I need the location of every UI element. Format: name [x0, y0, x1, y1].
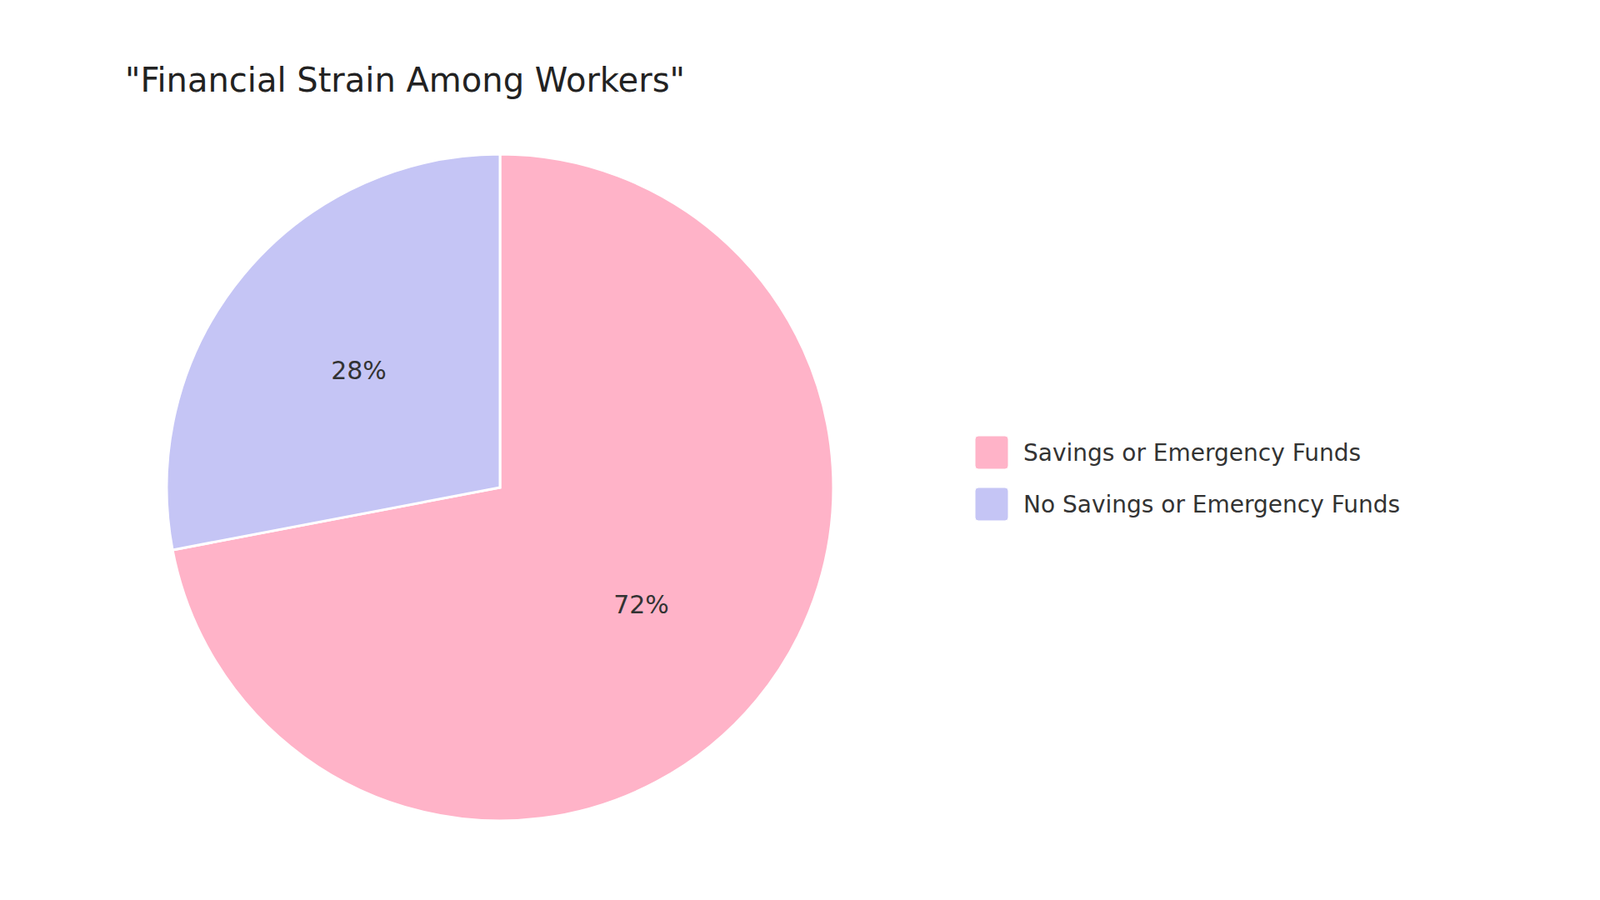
data-label: 28% — [330, 355, 387, 385]
chart-container: "Financial Strain Among Workers" 72% 28% Sa… — [0, 0, 1600, 900]
pie — [166, 154, 834, 821]
legend-swatch — [975, 487, 1009, 521]
data-label: 72% — [613, 590, 670, 620]
legend-label: No Savings or Emergency Funds — [1023, 490, 1400, 519]
title: "Financial Strain Among Workers" — [125, 60, 685, 100]
background — [0, 0, 1600, 900]
legend: Savings or Emergency Funds No Savings or … — [975, 435, 1400, 521]
legend-label: Savings or Emergency Funds — [1023, 439, 1361, 467]
pie-slice — [166, 154, 500, 550]
chart-svg: "Financial Strain Among Workers" 72% 28% Sa… — [0, 0, 1600, 900]
data-labels: 72% 28% — [330, 355, 670, 619]
legend-swatch — [975, 435, 1009, 470]
